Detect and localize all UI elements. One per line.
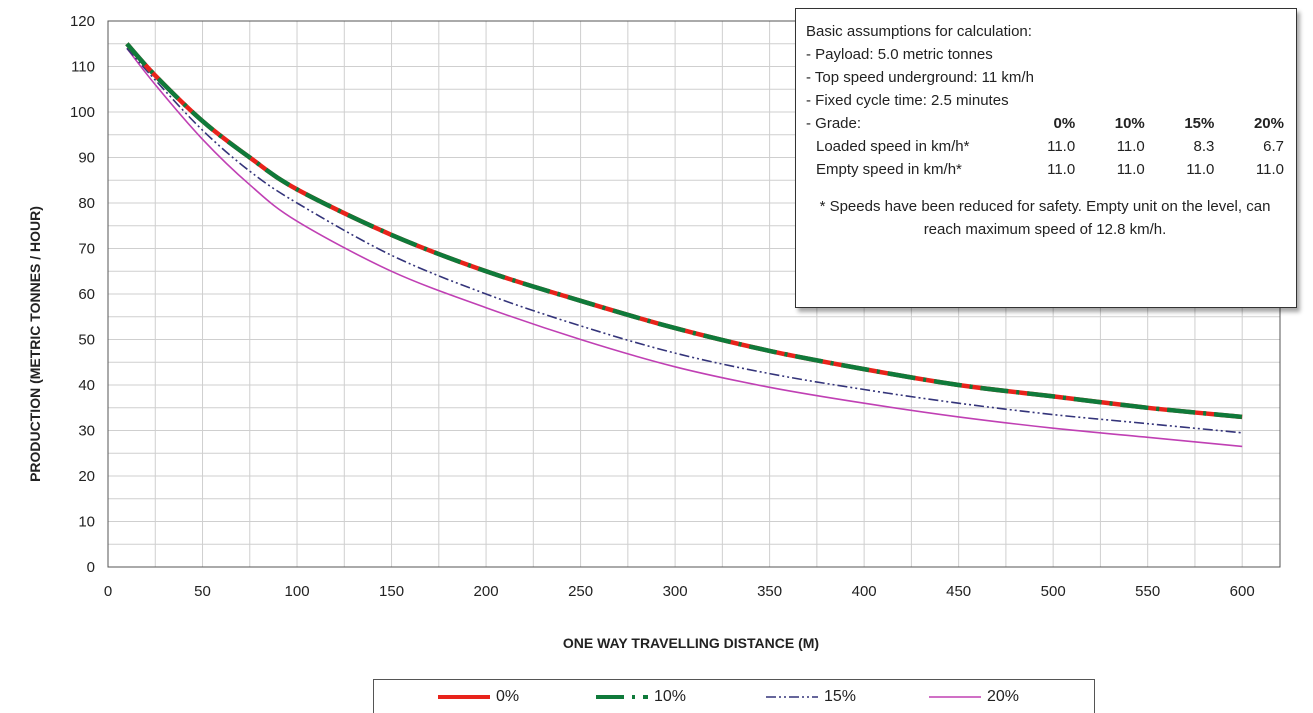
grade-0: 0%	[1053, 115, 1076, 132]
x-tick-label: 50	[194, 583, 211, 600]
x-tick-label: 350	[757, 583, 782, 600]
grade-label: - Grade:	[806, 115, 862, 132]
legend-swatch-1	[596, 695, 648, 699]
x-tick-label: 550	[1135, 583, 1160, 600]
grade-10: 10%	[1114, 115, 1145, 132]
top-speed-line: - Top speed underground: 11 km/h	[806, 69, 1034, 86]
x-tick-labels: 0 50 100 150 200 250 300 350 400 450 500 550 600	[104, 583, 1255, 600]
empty-speed-label: Empty speed in km/h*	[816, 161, 962, 178]
y-tick-label: 70	[78, 241, 95, 258]
y-tick-label: 40	[78, 377, 95, 394]
y-tick-label: 50	[78, 332, 95, 349]
series-line-1	[125, 42, 1243, 420]
assumptions-box: Basic assumptions for calculation: - Pay…	[795, 8, 1297, 308]
legend: 0% 10% 15% 20%	[373, 679, 1095, 713]
x-tick-label: 450	[946, 583, 971, 600]
assumptions-title: Basic assumptions for calculation:	[806, 23, 1032, 40]
x-tick-label: 200	[474, 583, 499, 600]
speed-table: - Grade: 0% 10% 15% 20% Loaded speed in …	[806, 112, 1284, 181]
y-axis-title: PRODUCTION (METRIC TONNES / HOUR)	[27, 206, 43, 482]
y-tick-label: 110	[71, 59, 95, 76]
y-tick-label: 10	[78, 514, 95, 531]
y-tick-label: 120	[70, 13, 95, 30]
series-line-3	[126, 47, 1243, 448]
empty-speed-0: 11.0	[1047, 161, 1076, 178]
loaded-speed-20: 6.7	[1263, 138, 1284, 155]
x-tick-label: 250	[568, 583, 593, 600]
loaded-speed-10: 11.0	[1116, 138, 1145, 155]
loaded-speed-label: Loaded speed in km/h*	[816, 138, 970, 155]
y-tick-label: 60	[78, 286, 95, 303]
grade-15: 15%	[1184, 115, 1215, 132]
cycle-time-line: - Fixed cycle time: 2.5 minutes	[806, 92, 1009, 109]
legend-label-2: 15%	[824, 688, 857, 705]
legend-swatch-0	[438, 695, 490, 699]
legend-swatch-2	[766, 696, 818, 698]
series-line-2	[126, 47, 1243, 434]
x-tick-label: 600	[1230, 583, 1255, 600]
empty-speed-20: 11.0	[1255, 161, 1284, 178]
y-tick-label: 80	[78, 195, 95, 212]
loaded-speed-15: 8.3	[1193, 138, 1215, 155]
legend-label-3: 20%	[987, 688, 1020, 705]
y-tick-label: 30	[78, 423, 95, 440]
empty-speed-row: Empty speed in km/h* 11.0 11.0 11.0 11.0	[806, 158, 1284, 181]
x-tick-label: 500	[1041, 583, 1066, 600]
safety-note: * Speeds have been reduced for safety. E…	[819, 198, 1271, 238]
legend-item-0: 0%	[436, 687, 519, 707]
empty-speed-10: 11.0	[1116, 161, 1145, 178]
x-tick-label: 100	[285, 583, 310, 600]
y-tick-label: 100	[70, 104, 95, 121]
x-tick-label: 400	[852, 583, 877, 600]
payload-line: - Payload: 5.0 metric tonnes	[806, 46, 993, 63]
x-tick-label: 150	[379, 583, 404, 600]
x-tick-label: 0	[104, 583, 112, 600]
legend-item-3: 20%	[927, 687, 1019, 707]
legend-item-1: 10%	[594, 687, 686, 707]
y-tick-labels: 0 10 20 30 40 50 60 70 80 90 100 110 120	[70, 13, 95, 576]
legend-label-1: 10%	[654, 688, 687, 705]
y-tick-label: 90	[78, 150, 95, 167]
y-tick-label: 0	[87, 559, 95, 576]
x-tick-label: 300	[663, 583, 688, 600]
legend-item-2: 15%	[764, 687, 856, 707]
empty-speed-15: 11.0	[1186, 161, 1215, 178]
legend-label-0: 0%	[496, 688, 520, 705]
grade-20: 20%	[1253, 115, 1284, 132]
series-lines	[125, 42, 1243, 448]
loaded-speed-row: Loaded speed in km/h* 11.0 11.0 8.3 6.7	[806, 135, 1284, 158]
y-tick-label: 20	[78, 468, 95, 485]
grade-row: - Grade: 0% 10% 15% 20%	[806, 112, 1284, 135]
legend-swatch-3	[929, 696, 981, 698]
x-axis-title: ONE WAY TRAVELLING DISTANCE (M)	[563, 635, 819, 651]
loaded-speed-0: 11.0	[1047, 138, 1076, 155]
